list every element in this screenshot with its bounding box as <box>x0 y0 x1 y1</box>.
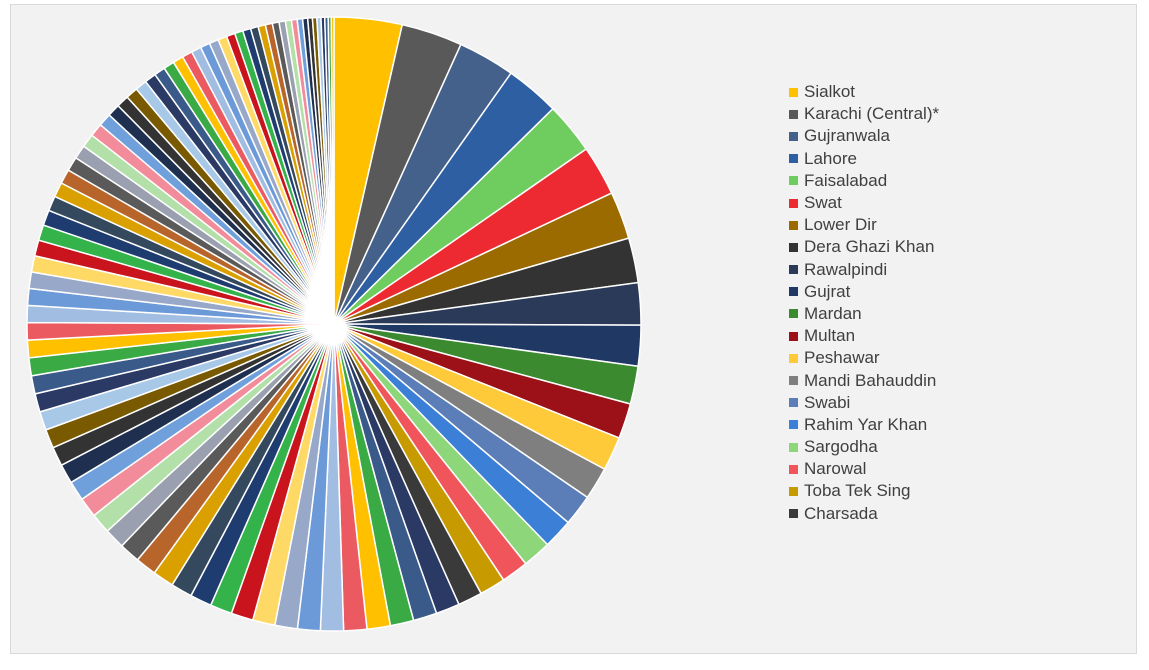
legend-label: Rahim Yar Khan <box>804 414 928 434</box>
legend-label: Sargodha <box>804 437 878 457</box>
legend-label: Rawalpindi <box>804 259 888 279</box>
legend-label: Swat <box>804 193 842 213</box>
legend-item: Narowal <box>789 458 939 480</box>
legend-label: Swabi <box>804 392 851 412</box>
legend-item: Swabi <box>789 392 939 414</box>
legend-item: Mardan <box>789 303 939 325</box>
legend-item: Rahim Yar Khan <box>789 414 939 436</box>
legend-item: Lower Dir <box>789 214 939 236</box>
legend-swatch <box>789 420 798 430</box>
legend-label: Mardan <box>804 303 862 323</box>
legend-swatch <box>789 131 798 141</box>
legend-item: Karachi (Central)* <box>789 103 939 125</box>
legend-label: Lahore <box>804 148 857 168</box>
legend: Sialkot Karachi (Central)* Gujranwala Lahor… <box>789 81 939 525</box>
legend-label: Sialkot <box>804 82 856 102</box>
legend-label: Gujranwala <box>804 126 890 146</box>
legend-item: Peshawar <box>789 347 939 369</box>
legend-item: Swat <box>789 192 939 214</box>
legend-swatch <box>789 87 798 97</box>
legend-swatch <box>789 398 798 408</box>
legend-item: Sargodha <box>789 436 939 458</box>
legend-item: Toba Tek Sing <box>789 480 939 502</box>
legend-swatch <box>789 242 798 252</box>
legend-swatch <box>789 109 798 119</box>
legend-item: Charsada <box>789 503 939 525</box>
legend-item: Gujranwala <box>789 125 939 147</box>
legend-swatch <box>789 265 798 275</box>
legend-item: Lahore <box>789 148 939 170</box>
legend-item: Mandi Bahauddin <box>789 369 939 391</box>
legend-item: Sialkot <box>789 81 939 103</box>
legend-item: Gujrat <box>789 281 939 303</box>
legend-swatch <box>789 442 798 452</box>
legend-item: Rawalpindi <box>789 259 939 281</box>
legend-swatch <box>789 176 798 186</box>
legend-swatch <box>789 220 798 230</box>
legend-label: Faisalabad <box>804 170 888 190</box>
legend-item: Multan <box>789 325 939 347</box>
pie-chart <box>26 16 642 632</box>
legend-swatch <box>789 376 798 386</box>
legend-label: Lower Dir <box>804 215 877 235</box>
legend-label: Charsada <box>804 503 878 523</box>
legend-label: Peshawar <box>804 348 880 368</box>
legend-swatch <box>789 331 798 341</box>
legend-swatch <box>789 353 798 363</box>
legend-swatch <box>789 154 798 164</box>
legend-label: Mandi Bahauddin <box>804 370 937 390</box>
chart-area: Sialkot Karachi (Central)* Gujranwala Lahor… <box>10 4 1137 654</box>
legend-swatch <box>789 509 798 519</box>
legend-swatch <box>789 309 798 319</box>
pie-slice <box>330 16 335 325</box>
legend-label: Dera Ghazi Khan <box>804 237 935 257</box>
legend-item: Dera Ghazi Khan <box>789 236 939 258</box>
legend-item: Faisalabad <box>789 170 939 192</box>
legend-swatch <box>789 464 798 474</box>
legend-label: Gujrat <box>804 281 851 301</box>
legend-label: Narowal <box>804 459 867 479</box>
legend-swatch <box>789 198 798 208</box>
legend-label: Multan <box>804 326 856 346</box>
legend-swatch <box>789 287 798 297</box>
legend-swatch <box>789 486 798 496</box>
legend-label: Toba Tek Sing <box>804 481 911 501</box>
legend-label: Karachi (Central)* <box>804 104 940 124</box>
